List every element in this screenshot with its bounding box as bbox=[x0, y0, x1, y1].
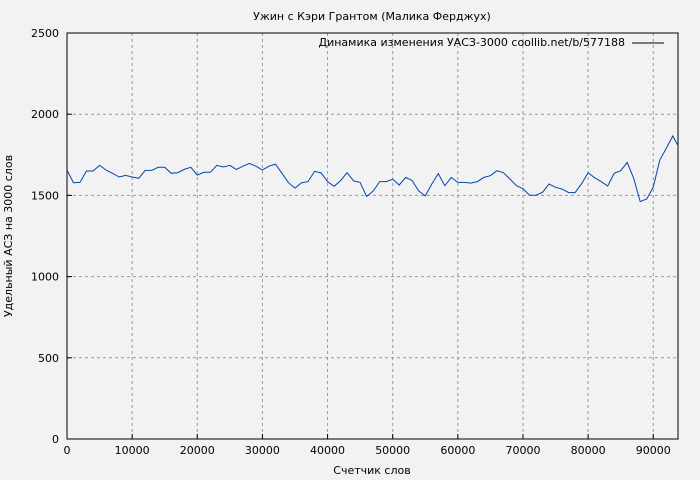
x-tick-label: 20000 bbox=[180, 444, 215, 457]
x-tick-label: 90000 bbox=[636, 444, 671, 457]
x-tick-label: 10000 bbox=[115, 444, 150, 457]
x-tick-label: 70000 bbox=[505, 444, 540, 457]
y-tick-label: 1500 bbox=[31, 189, 59, 202]
chart-title: Ужин с Кэри Грантом (Малика Ферджух) bbox=[253, 10, 491, 23]
series-line bbox=[66, 134, 679, 203]
y-tick-label: 1000 bbox=[31, 271, 59, 284]
x-axis-label: Счетчик слов bbox=[333, 464, 410, 477]
x-tick-label: 0 bbox=[64, 444, 71, 457]
x-tick-label: 50000 bbox=[375, 444, 410, 457]
y-tick-label: 2000 bbox=[31, 108, 59, 121]
legend-label: Динамика изменения УАСЗ-3000 coollib.net… bbox=[319, 36, 626, 49]
x-tick-label: 40000 bbox=[310, 444, 345, 457]
x-tick-label: 30000 bbox=[245, 444, 280, 457]
x-tick-label: 80000 bbox=[571, 444, 606, 457]
y-tick-label: 2500 bbox=[31, 27, 59, 40]
plot-frame bbox=[66, 32, 679, 440]
y-tick-label: 500 bbox=[38, 352, 59, 365]
y-axis-label: Удельный АСЗ на 3000 слов bbox=[2, 155, 15, 317]
y-tick-label: 0 bbox=[52, 433, 59, 446]
x-tick-label: 60000 bbox=[440, 444, 475, 457]
